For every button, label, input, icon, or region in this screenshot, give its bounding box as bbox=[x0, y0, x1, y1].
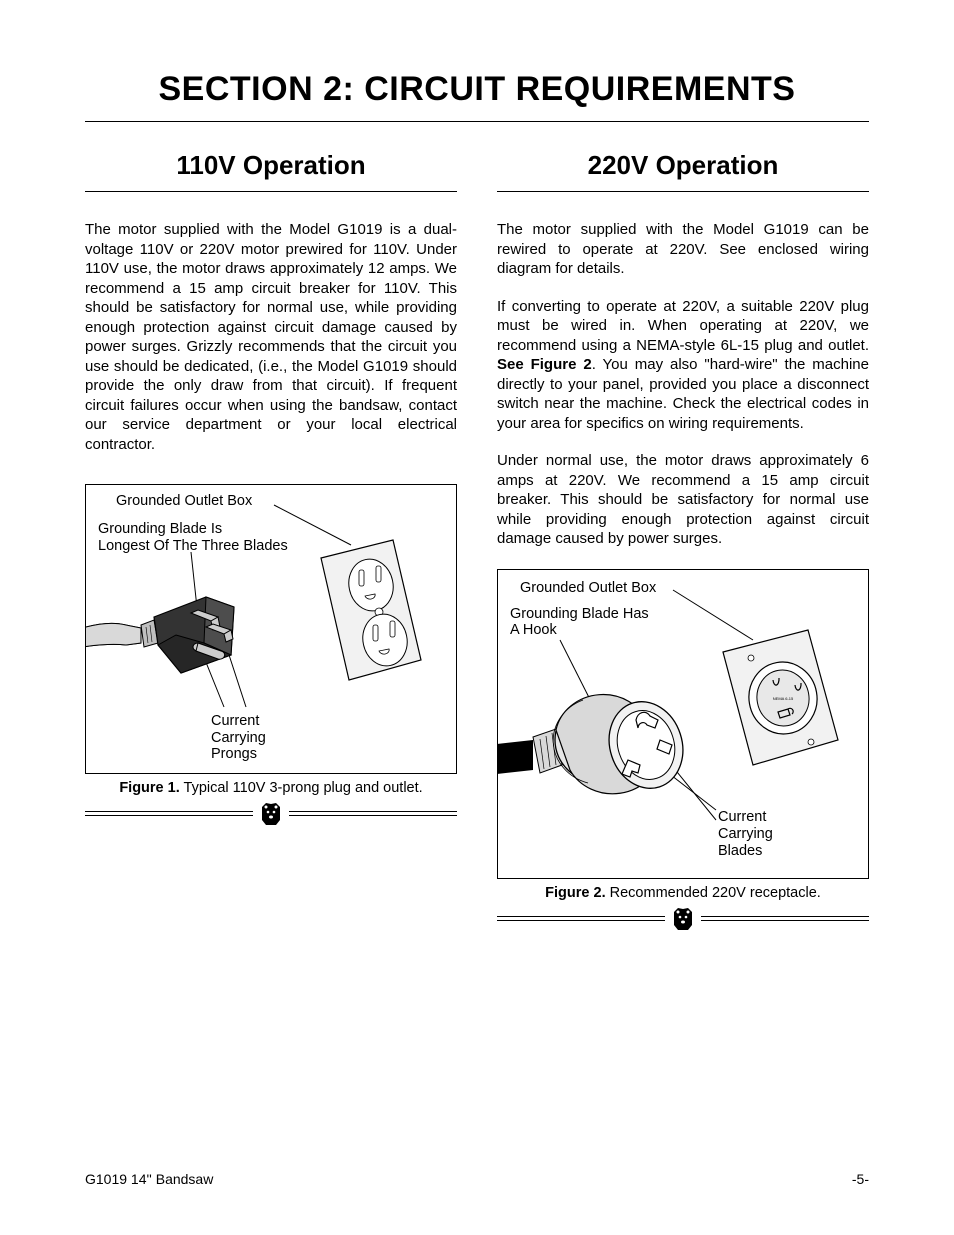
bear-icon bbox=[672, 907, 694, 931]
heading-220v: 220V Operation bbox=[497, 150, 869, 181]
subheading-divider-left bbox=[85, 191, 457, 192]
page-title: SECTION 2: CIRCUIT REQUIREMENTS bbox=[85, 70, 869, 109]
heading-110v: 110V Operation bbox=[85, 150, 457, 181]
two-column-layout: 110V Operation The motor supplied with t… bbox=[85, 150, 869, 931]
right-column: 220V Operation The motor supplied with t… bbox=[497, 150, 869, 931]
paragraph-220v-3: Under normal use, the motor draws approx… bbox=[497, 451, 869, 549]
section-end-ornament-right bbox=[497, 907, 869, 931]
bear-icon bbox=[260, 802, 282, 826]
footer-right: -5- bbox=[852, 1171, 869, 1187]
paragraph-220v-2: If converting to operate at 220V, a suit… bbox=[497, 297, 869, 434]
figure-1-caption: Figure 1. Typical 110V 3-prong plug and … bbox=[85, 780, 457, 796]
paragraph-220v-1: The motor supplied with the Model G1019 … bbox=[497, 220, 869, 279]
svg-text:NEMA 6-15: NEMA 6-15 bbox=[773, 696, 794, 701]
figure-1-box: Grounded Outlet Box Grounding Blade Is L… bbox=[85, 484, 457, 774]
figure-2-illustration: NEMA 6-15 bbox=[498, 570, 848, 870]
section-end-ornament-left bbox=[85, 802, 457, 826]
figure-2-box: Grounded Outlet Box Grounding Blade Has … bbox=[497, 569, 869, 879]
paragraph-110v: The motor supplied with the Model G1019 … bbox=[85, 220, 457, 454]
subheading-divider-right bbox=[497, 191, 869, 192]
title-divider bbox=[85, 121, 869, 122]
page-footer: G1019 14'' Bandsaw -5- bbox=[85, 1171, 869, 1187]
figure-1-illustration bbox=[86, 485, 436, 755]
left-column: 110V Operation The motor supplied with t… bbox=[85, 150, 457, 931]
figure-2-caption: Figure 2. Recommended 220V receptacle. bbox=[497, 885, 869, 901]
footer-left: G1019 14'' Bandsaw bbox=[85, 1171, 213, 1187]
